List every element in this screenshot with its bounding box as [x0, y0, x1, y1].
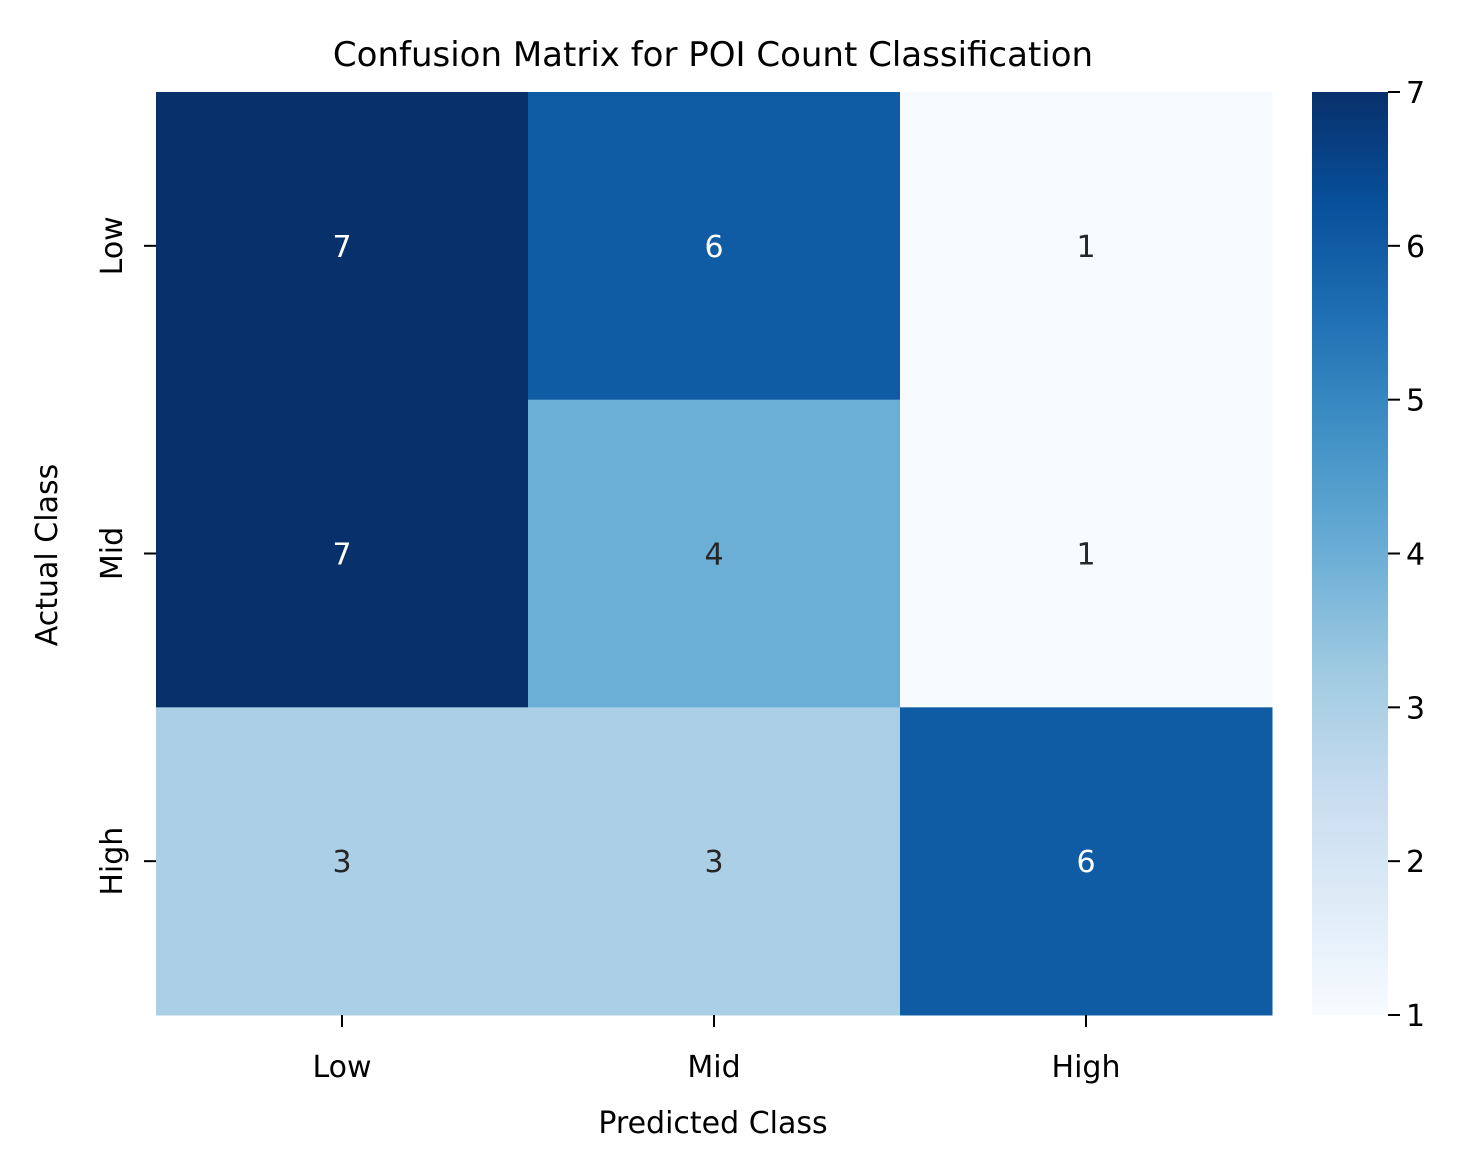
- heatmap-cell: [528, 707, 901, 1016]
- colorbar-tick-label: 2: [1406, 845, 1425, 880]
- heatmap-cell: [156, 92, 529, 401]
- colorbar-tick-label: 1: [1406, 999, 1425, 1034]
- heatmap-cell: [156, 707, 529, 1016]
- colorbar-tick-label: 7: [1406, 76, 1425, 111]
- y-tick-label: Mid: [95, 527, 130, 580]
- x-axis-label: Predicted Class: [598, 1106, 827, 1141]
- heatmap-cell: [900, 399, 1273, 708]
- x-tick-label: High: [1052, 1050, 1121, 1085]
- cell-value-label: 3: [704, 845, 723, 880]
- cell-value-label: 7: [332, 230, 351, 265]
- heatmap-cell: [156, 399, 529, 708]
- colorbar-tick-label: 3: [1406, 691, 1425, 726]
- y-tick-label: High: [95, 827, 130, 896]
- heatmap-cell: [900, 92, 1273, 401]
- heatmap-cell: [528, 399, 901, 708]
- cell-value-label: 3: [332, 845, 351, 880]
- cell-value-label: 4: [704, 538, 723, 573]
- chart-title: Confusion Matrix for POI Count Classific…: [333, 35, 1093, 75]
- x-tick-label: Mid: [687, 1050, 740, 1085]
- heatmap-cell-labels: 7 6 1 7 4 1 3 3 6: [332, 230, 1095, 880]
- heatmap-cell: [900, 707, 1273, 1016]
- x-tick-label: Low: [312, 1050, 371, 1085]
- y-axis: Low Mid High: [95, 216, 156, 896]
- heatmap-cells: [156, 92, 1273, 1016]
- colorbar-tick-label: 5: [1406, 384, 1425, 419]
- cell-value-label: 7: [332, 538, 351, 573]
- colorbar-tick-label: 6: [1406, 230, 1425, 265]
- cell-value-label: 1: [1076, 230, 1095, 265]
- x-axis: Low Mid High: [312, 1015, 1120, 1085]
- heatmap-cell: [528, 92, 901, 401]
- cell-value-label: 6: [704, 230, 723, 265]
- y-axis-label: Actual Class: [30, 464, 65, 646]
- colorbar-tick-label: 4: [1406, 538, 1425, 573]
- colorbar: [1312, 92, 1388, 1015]
- y-tick-label: Low: [95, 216, 130, 275]
- colorbar-ticks: 1 2 3 4 5 6 7: [1388, 76, 1425, 1034]
- cell-value-label: 6: [1076, 845, 1095, 880]
- cell-value-label: 1: [1076, 538, 1095, 573]
